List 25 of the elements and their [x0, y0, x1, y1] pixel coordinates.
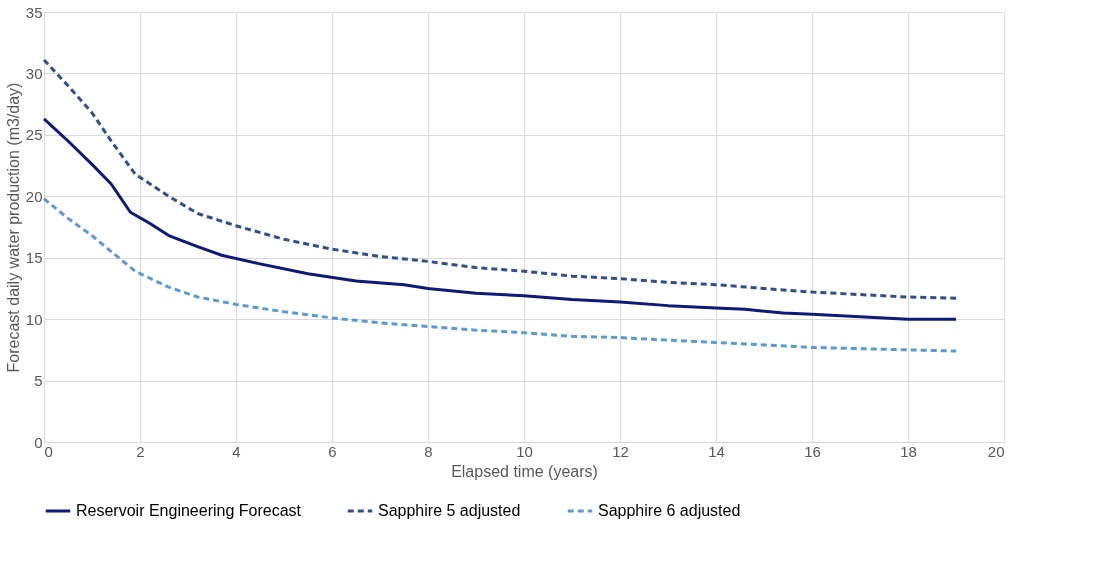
y-tick-label: 20	[25, 187, 43, 205]
x-tick-label: 12	[612, 442, 629, 460]
x-axis-title: Elapsed time (years)	[451, 462, 598, 480]
x-tick-label: 20	[987, 442, 1005, 460]
line-series	[42, 58, 958, 300]
legend-label: Sapphire 5 adjusted	[378, 502, 521, 519]
y-tick-label: 5	[34, 372, 43, 390]
x-tick-label: 14	[708, 442, 725, 460]
x-tick-label: 6	[328, 442, 337, 460]
y-tick-label: 15	[25, 249, 43, 267]
line-series	[42, 197, 958, 353]
x-tick-label: 18	[900, 442, 917, 460]
y-tick-label: 35	[25, 3, 43, 21]
x-tick-label: 8	[424, 442, 433, 460]
line-series	[42, 117, 958, 321]
x-tick-label: 16	[804, 442, 821, 460]
y-axis-title: Forecast daily water production (m3/day)	[4, 82, 22, 373]
legend-label: Sapphire 6 adjusted	[598, 502, 741, 519]
x-tick-label: 10	[516, 442, 533, 460]
y-tick-label: 10	[25, 310, 43, 328]
y-tick-label: 30	[25, 64, 43, 82]
x-tick-label: 4	[232, 442, 241, 460]
x-tick-label: 2	[136, 442, 145, 460]
y-tick-label: 25	[25, 126, 43, 144]
legend-label: Reservoir Engineering Forecast	[76, 502, 302, 519]
